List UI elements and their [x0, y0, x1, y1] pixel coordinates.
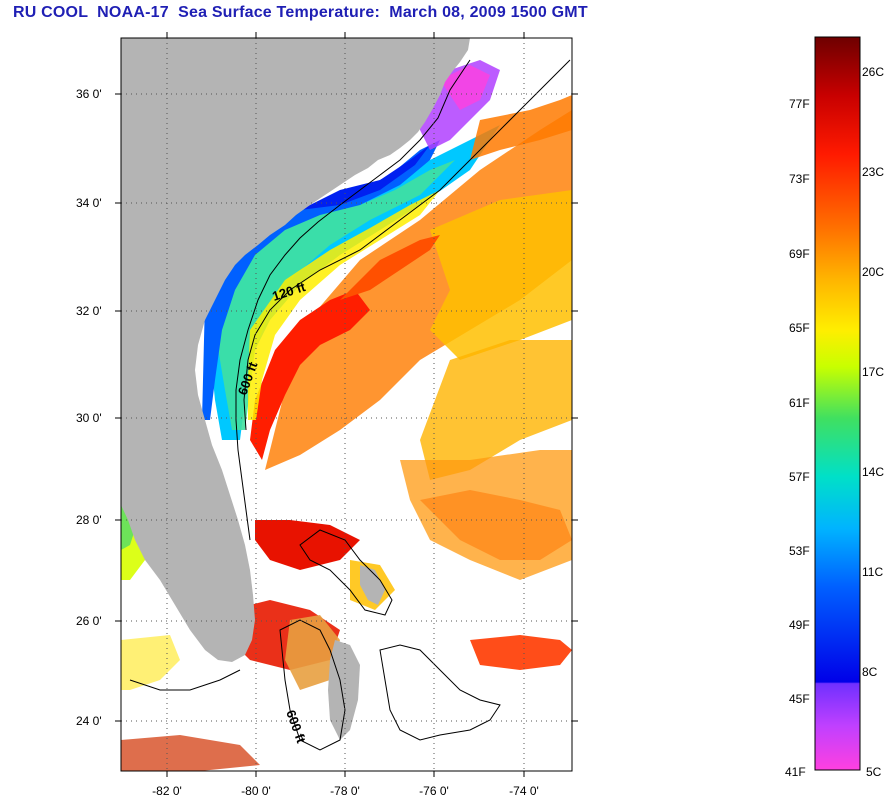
lon-label-82: -82 0' — [152, 784, 182, 798]
colorbar-f-73: 73F — [789, 172, 810, 186]
colorbar-f-61: 61F — [789, 396, 810, 410]
colorbar-c-23: 23C — [862, 165, 884, 179]
lat-label-28: 28 0' — [76, 513, 102, 527]
colorbar-f-41: 41F — [785, 765, 806, 779]
bathymetry-contours — [129, 59, 571, 751]
lat-label-34: 34 0' — [76, 196, 102, 210]
graticule — [121, 38, 572, 771]
axis-ticks — [115, 32, 578, 777]
lon-label-76: -76 0' — [419, 784, 449, 798]
colorbar — [814, 36, 861, 771]
lon-label-74: -74 0' — [509, 784, 539, 798]
lat-label-26: 26 0' — [76, 614, 102, 628]
colorbar-f-69: 69F — [789, 247, 810, 261]
land-mass — [121, 38, 470, 662]
map-title: RU COOL NOAA-17 Sea Surface Temperature:… — [13, 4, 588, 21]
map-panel: 120 ft 600 ft 600 ft — [121, 38, 572, 771]
map-frame — [120, 37, 573, 772]
colorbar-f-45: 45F — [789, 692, 810, 706]
colorbar-c-5: 5C — [866, 765, 882, 779]
colorbar-c-14: 14C — [862, 465, 884, 479]
colorbar-c-20: 20C — [862, 265, 884, 279]
colorbar-f-65: 65F — [789, 321, 810, 335]
abaco-island — [360, 565, 385, 605]
colorbar-c-11: 11C — [862, 565, 883, 579]
colorbar-f-49: 49F — [789, 618, 810, 632]
colorbar-f-57: 57F — [789, 470, 810, 484]
lat-label-24: 24 0' — [76, 714, 102, 728]
lon-label-78: -78 0' — [330, 784, 360, 798]
colorbar-f-53: 53F — [789, 544, 810, 558]
colorbar-c-8: 8C — [862, 665, 878, 679]
lat-label-36: 36 0' — [76, 87, 102, 101]
colorbar-f-77: 77F — [789, 97, 810, 111]
colorbar-c-26: 26C — [862, 65, 884, 79]
sst-color-field — [121, 60, 572, 771]
colorbar-c-17: 17C — [862, 365, 884, 379]
bahamas-island — [328, 640, 360, 740]
lat-label-30: 30 0' — [76, 411, 102, 425]
lon-label-80: -80 0' — [241, 784, 271, 798]
lat-label-32: 32 0' — [76, 304, 102, 318]
